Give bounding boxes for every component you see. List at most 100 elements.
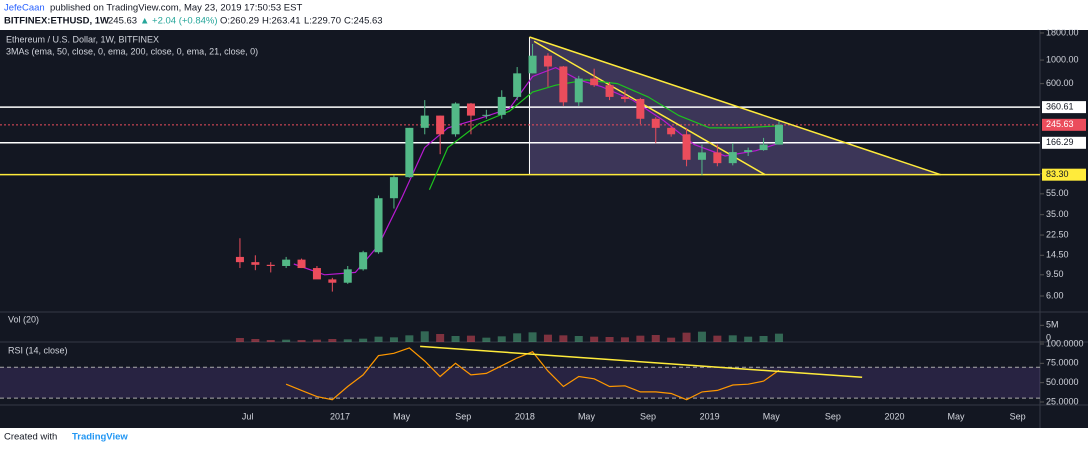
y-tick-label: 1000.00 xyxy=(1046,54,1079,64)
candle-body xyxy=(497,96,506,115)
candle-body xyxy=(297,259,306,269)
volume-bar xyxy=(744,336,753,342)
published: published on TradingView.com, May 23, 20… xyxy=(50,3,302,14)
candle-body xyxy=(343,269,352,283)
candle-body xyxy=(266,264,275,266)
volume-bar xyxy=(513,333,522,342)
footer-brand[interactable]: TradingView xyxy=(72,432,128,443)
candle-body xyxy=(559,66,568,103)
volume-bar xyxy=(359,338,368,342)
candle-body xyxy=(697,152,706,160)
candle-body xyxy=(235,256,244,263)
volume-bar xyxy=(697,331,706,342)
x-tick-label: Jul xyxy=(242,411,254,421)
y-tick-label: 9.50 xyxy=(1046,269,1064,279)
indicator-label: 3MAs (ema, 50, close, 0, ema, 200, close… xyxy=(6,46,258,56)
candle-body xyxy=(667,127,676,135)
volume-bar xyxy=(389,337,398,342)
candle-body xyxy=(759,144,768,151)
candle-body xyxy=(466,103,475,116)
volume-bar xyxy=(436,334,445,342)
volume-bar xyxy=(667,337,676,342)
candle-body xyxy=(528,55,537,74)
level-label: 166.29 xyxy=(1046,137,1074,147)
moving-average xyxy=(428,79,780,191)
author[interactable]: JefeCaan xyxy=(4,3,45,14)
x-tick-label: 2017 xyxy=(330,411,350,421)
candle-body xyxy=(389,177,398,199)
candle-body xyxy=(651,118,660,128)
volume-bar xyxy=(420,331,429,342)
ohlc: H:263.41 xyxy=(262,16,301,27)
candle-body xyxy=(636,98,645,119)
volume-bar xyxy=(605,337,614,342)
candle-body xyxy=(682,134,691,160)
volume-bar xyxy=(636,335,645,342)
volume-bar xyxy=(251,339,260,342)
candle-body xyxy=(574,78,583,103)
candle-body xyxy=(620,96,629,99)
volume-bar xyxy=(497,336,506,342)
level-label-box xyxy=(1042,101,1086,114)
candle-body xyxy=(374,198,383,253)
y-tick-label: 0 xyxy=(1046,332,1051,342)
x-tick-label: 2019 xyxy=(700,411,720,421)
candle-body xyxy=(451,103,460,135)
x-tick-label: Sep xyxy=(825,411,841,421)
volume-bar xyxy=(235,338,244,342)
change: ▲ +2.04 (+0.84%) xyxy=(140,16,218,27)
y-tick-label: 55.00 xyxy=(1046,188,1069,198)
y-tick-label: 25.0000 xyxy=(1046,396,1079,406)
volume-bar xyxy=(559,335,568,342)
rsi-trendline xyxy=(420,345,863,378)
triangle-edge xyxy=(529,36,941,176)
volume-title: Vol (20) xyxy=(8,314,39,324)
level-label: 83.30 xyxy=(1046,169,1069,179)
y-tick-label: 6.00 xyxy=(1046,290,1064,300)
volume-bar xyxy=(405,335,414,342)
volume-bar xyxy=(651,335,660,342)
y-tick-label: 5M xyxy=(1046,320,1059,330)
rsi-line xyxy=(285,347,780,401)
volume-bar xyxy=(528,332,537,342)
level-label-box xyxy=(1042,136,1086,149)
y-tick-label: 100.0000 xyxy=(1046,338,1084,348)
volume-bar xyxy=(759,336,768,342)
candle-body xyxy=(713,152,722,164)
chart-background xyxy=(0,30,1088,428)
candle-body xyxy=(543,55,552,67)
volume-bar xyxy=(312,339,321,342)
x-tick-label: May xyxy=(393,411,411,421)
volume-bar xyxy=(466,335,475,342)
ohlc: L:229.70 xyxy=(304,16,341,27)
candle-body xyxy=(405,127,414,178)
ohlc: O:260.29 xyxy=(220,16,259,27)
volume-bar xyxy=(343,339,352,342)
volume-bar xyxy=(482,337,491,342)
footer-text: Created with xyxy=(4,432,57,443)
x-tick-label: 2020 xyxy=(884,411,904,421)
candle-body xyxy=(436,115,445,135)
y-tick-label: 600.00 xyxy=(1046,78,1074,88)
volume-bar xyxy=(266,340,275,342)
candle-body xyxy=(359,252,368,270)
level-label-box xyxy=(1042,168,1086,181)
volume-bar xyxy=(374,336,383,342)
candle-body xyxy=(282,259,291,266)
y-tick-label: 14.50 xyxy=(1046,250,1069,260)
volume-bar xyxy=(590,336,599,342)
candle-body xyxy=(590,78,599,86)
x-tick-label: May xyxy=(578,411,596,421)
level-label: 360.61 xyxy=(1046,101,1074,111)
volume-bar xyxy=(713,335,722,342)
volume-bar xyxy=(543,334,552,342)
x-tick-label: 2018 xyxy=(515,411,535,421)
volume-bar xyxy=(682,332,691,342)
volume-bar xyxy=(328,339,337,342)
level-label: 245.63 xyxy=(1046,119,1074,129)
candle-body xyxy=(251,262,260,265)
y-tick-label: 22.50 xyxy=(1046,229,1069,239)
volume-bar xyxy=(620,337,629,342)
y-tick-label: 50.0000 xyxy=(1046,377,1079,387)
